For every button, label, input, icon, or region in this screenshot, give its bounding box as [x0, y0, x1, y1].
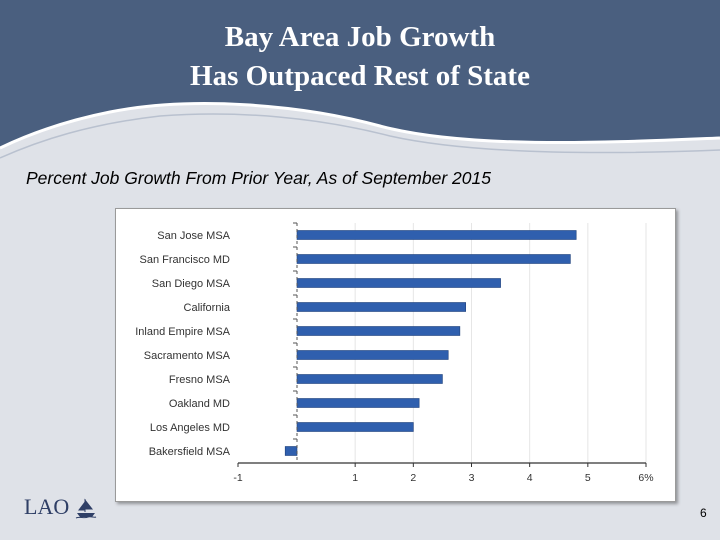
bar-3 — [296, 302, 466, 312]
category-label-8: Los Angeles MD — [150, 422, 230, 434]
ship-logo-icon — [75, 498, 97, 519]
category-label-2: San Diego MSA — [152, 278, 231, 290]
category-label-7: Oakland MD — [169, 398, 230, 410]
category-label-5: Sacramento MSA — [144, 350, 231, 362]
bar-7 — [296, 398, 420, 408]
bar-4 — [296, 326, 461, 336]
bar-5 — [296, 350, 449, 360]
x-tick-label-2: 2 — [410, 472, 416, 484]
lao-logo: LAO — [24, 494, 104, 522]
x-tick-label-4: 4 — [527, 472, 533, 484]
category-label-0: San Jose MSA — [157, 230, 230, 242]
category-label-4: Inland Empire MSA — [135, 326, 230, 338]
chart-panel: San Jose MSA San Francisco MD San Diego MS… — [115, 208, 676, 502]
slide-title-line-2: Has Outpaced Rest of State — [190, 60, 530, 92]
lao-logo-text: LAO — [24, 494, 70, 519]
bar-chart: San Jose MSA San Francisco MD San Diego MS… — [135, 222, 654, 484]
x-tick-label-1: 1 — [352, 472, 358, 484]
category-label-9: Bakersfield MSA — [149, 446, 231, 458]
category-label-3: California — [184, 302, 231, 314]
bar-6 — [296, 374, 443, 384]
header-banner — [0, 0, 720, 159]
page-number: 6 — [700, 506, 707, 520]
x-tick-label-3: 3 — [469, 472, 475, 484]
slide-title-line-1: Bay Area Job Growth — [224, 21, 496, 53]
x-tick-label-0: -1 — [233, 472, 242, 484]
slide-title: Bay Area Job Growth Has Outpaced Rest of… — [0, 18, 720, 96]
bar-9 — [284, 446, 298, 456]
x-tick-label-5: 5 — [585, 472, 591, 484]
x-tick-label-6: 6% — [638, 472, 653, 484]
chart-subtitle: Percent Job Growth From Prior Year, As o… — [26, 168, 491, 188]
bar-2 — [296, 278, 501, 288]
category-label-1: San Francisco MD — [140, 254, 231, 266]
bar-1 — [296, 254, 571, 264]
category-label-6: Fresno MSA — [169, 374, 231, 386]
bar-0 — [296, 230, 577, 240]
bar-8 — [296, 422, 414, 432]
